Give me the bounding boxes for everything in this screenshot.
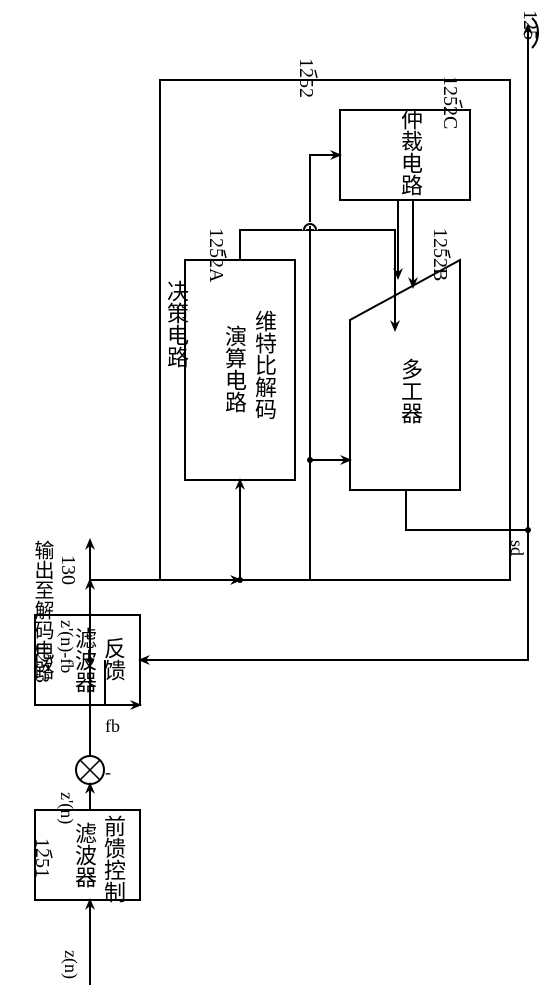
dec-ref: 1252 [294,58,317,98]
signal-sd: sd [506,540,527,556]
fb-label-bot: 滤波器 [68,627,100,693]
arb-ref: 1252C [438,76,461,129]
ffe-label-top: 前馈控制 [97,815,129,903]
minus-sign: - [105,762,111,783]
top-ref: 125 [518,10,541,40]
dec-title: 决策电路 [160,280,192,368]
fb-ref: 1253 [30,643,53,683]
vit-ref: 1252A [204,228,227,282]
signal-zprime: z'(n) [56,792,77,824]
fb-label-top: 反馈 [97,637,129,681]
output-ref: 130 [56,555,79,585]
ffe-ref: 1251 [30,838,53,878]
signal-zn: z(n) [60,950,81,979]
ffe-label-bot: 滤波器 [68,822,100,888]
signal-fb: fb [105,716,120,737]
mux-label: 多工器 [394,358,426,424]
mux-ref: 1252B [428,228,451,281]
vit-label-bot: 演算电路 [218,325,250,413]
vit-label-top: 维特比解码 [248,310,280,420]
arb-label: 仲裁电路 [394,108,426,196]
